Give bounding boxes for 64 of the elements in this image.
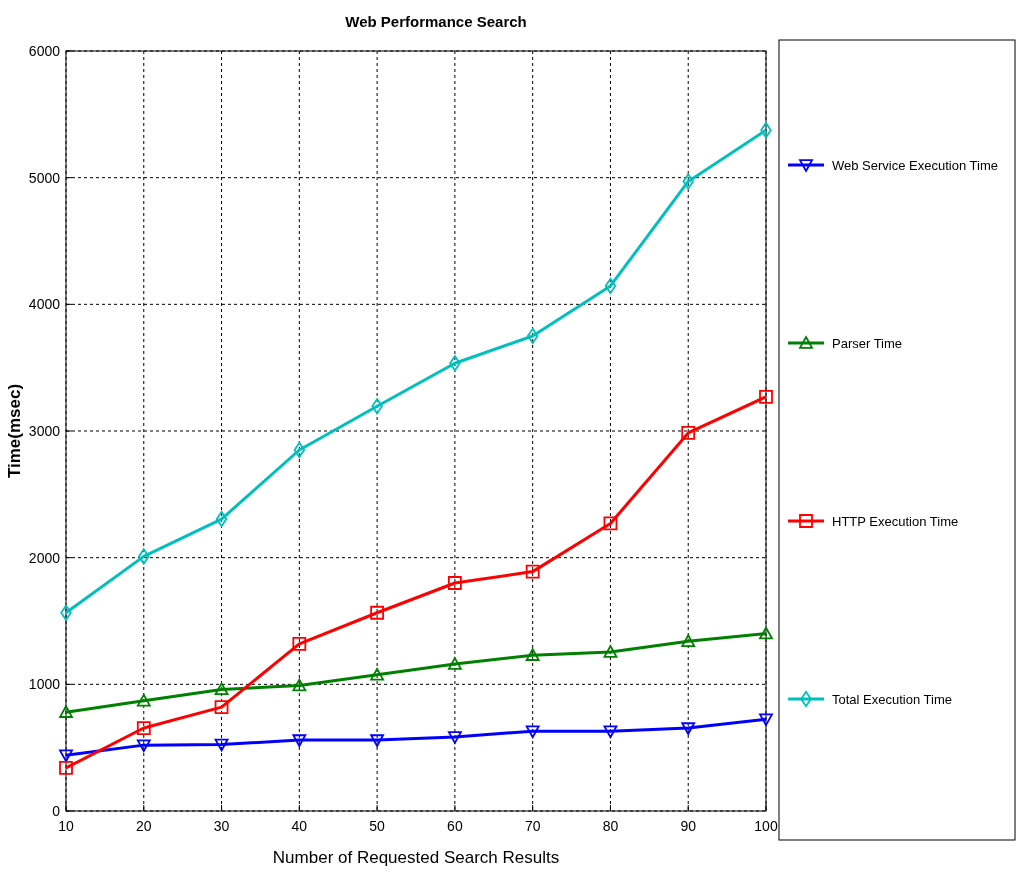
point	[759, 389, 773, 404]
point	[292, 678, 307, 692]
point	[59, 705, 73, 718]
point	[214, 682, 229, 696]
legend-label: Total Execution Time	[832, 692, 952, 707]
y-tick-label: 1000	[28, 676, 61, 693]
point	[604, 277, 617, 295]
y-tick-label: 3000	[28, 423, 61, 439]
point	[215, 510, 228, 528]
x-tick-label: 20	[135, 818, 152, 834]
point	[681, 426, 696, 440]
x-tick-label: 60	[447, 818, 463, 834]
point	[370, 667, 385, 681]
y-tick-label: 0	[52, 803, 61, 819]
point	[370, 734, 385, 747]
chart-title: Web Performance Search	[345, 13, 527, 30]
point	[759, 626, 773, 640]
point	[526, 327, 539, 345]
point	[293, 441, 306, 459]
y-tick-label: 6000	[28, 43, 61, 59]
point	[214, 738, 229, 752]
y-axis-title: Time(msec)	[5, 383, 24, 479]
y-tick-label: 2000	[28, 549, 61, 566]
x-tick-label: 100	[754, 818, 778, 834]
x-axis-title: Number of Requested Search Results	[272, 848, 560, 867]
y-tick-label: 5000	[28, 169, 61, 186]
point	[449, 355, 461, 372]
x-tick-label: 40	[291, 818, 308, 834]
point	[525, 648, 540, 661]
x-tick-label: 70	[524, 818, 541, 834]
point	[760, 122, 772, 139]
point	[681, 722, 696, 735]
point	[681, 634, 696, 647]
legend-label: Parser Time	[832, 336, 903, 351]
point	[136, 721, 151, 735]
point	[682, 173, 694, 190]
x-tick-label: 30	[213, 818, 230, 834]
point	[447, 657, 462, 670]
point	[759, 713, 773, 727]
x-tick-label: 80	[602, 818, 619, 834]
point	[60, 604, 72, 621]
point	[214, 700, 229, 715]
point	[59, 761, 73, 775]
point	[525, 564, 540, 579]
point	[292, 734, 307, 747]
point	[371, 398, 383, 415]
point	[136, 739, 151, 753]
point	[292, 636, 307, 651]
point	[603, 516, 618, 531]
x-tick-label: 90	[680, 818, 697, 834]
point	[370, 605, 385, 620]
legend-label: Web Service Execution Time	[832, 158, 998, 173]
point	[603, 645, 618, 658]
point	[525, 725, 540, 739]
y-tick-label: 4000	[28, 296, 61, 313]
point	[603, 725, 618, 739]
legend-label: HTTP Execution Time	[832, 514, 959, 529]
x-tick-label: 50	[369, 818, 386, 834]
point	[138, 548, 150, 565]
point	[447, 731, 462, 744]
x-tick-label: 10	[58, 818, 74, 834]
point	[59, 749, 73, 763]
point	[136, 693, 151, 707]
point	[447, 576, 462, 590]
